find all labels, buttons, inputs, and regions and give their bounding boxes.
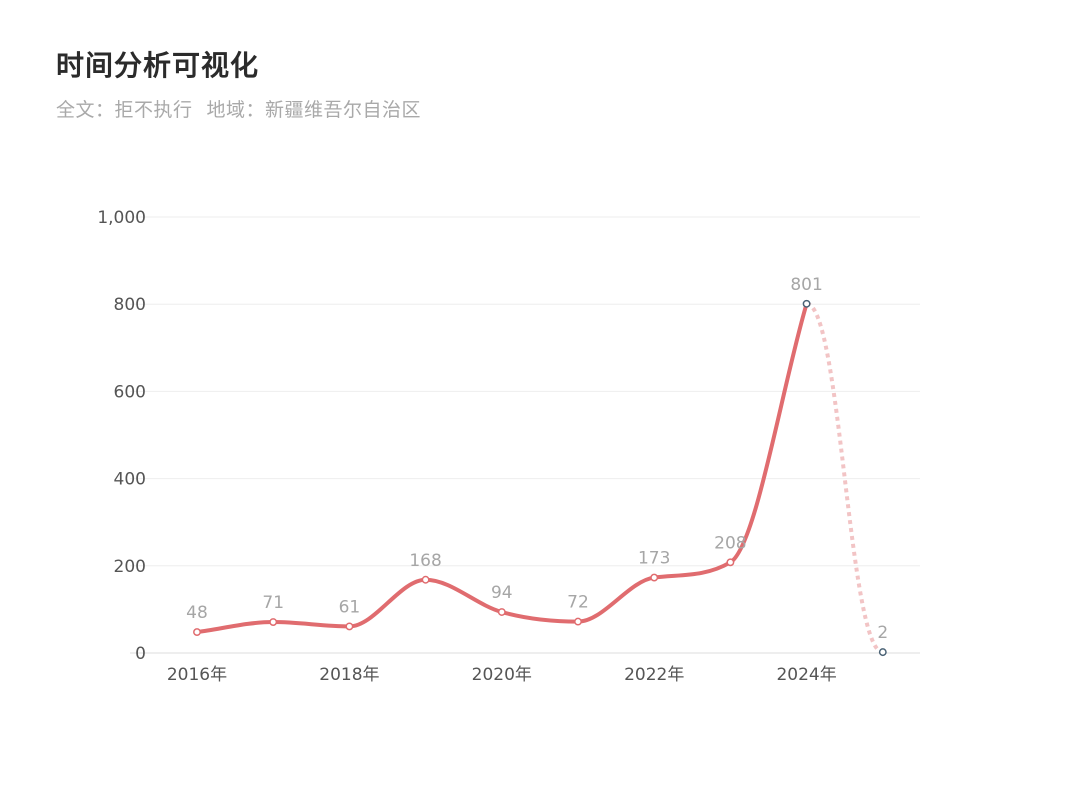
data-label: 801 bbox=[790, 275, 822, 295]
data-label: 71 bbox=[262, 593, 284, 613]
data-label: 72 bbox=[567, 593, 589, 613]
data-label: 48 bbox=[186, 603, 208, 623]
y-tick-label: 400 bbox=[114, 470, 146, 490]
data-label: 94 bbox=[491, 583, 513, 603]
x-tick-label: 2022年 bbox=[624, 665, 684, 685]
y-tick-label: 800 bbox=[114, 295, 146, 315]
data-labels: 48 71 61 168 94 72 173 208 801 2 bbox=[186, 275, 888, 643]
data-label: 2 bbox=[877, 623, 888, 643]
filter-fulltext: 全文：拒不执行 bbox=[56, 99, 193, 121]
data-point[interactable] bbox=[650, 573, 659, 582]
y-tick-label: 200 bbox=[114, 557, 146, 577]
data-points bbox=[193, 299, 887, 657]
filter-region: 地域：新疆维吾尔自治区 bbox=[206, 99, 422, 121]
y-tick-label: 600 bbox=[114, 382, 146, 402]
data-label: 173 bbox=[638, 549, 670, 569]
x-tick-label: 2024年 bbox=[776, 665, 836, 685]
x-tick-label: 2018年 bbox=[319, 665, 379, 685]
y-tick-label: 1,000 bbox=[97, 208, 146, 228]
data-label: 208 bbox=[714, 533, 746, 553]
series-line-dashed bbox=[805, 301, 884, 655]
page-title: 时间分析可视化 bbox=[56, 49, 260, 82]
series-line-solid bbox=[195, 301, 809, 635]
series-line bbox=[195, 301, 884, 655]
y-tick-label: 0 bbox=[135, 644, 146, 664]
page-subtitle: 全文：拒不执行 地域：新疆维吾尔自治区 bbox=[56, 95, 421, 122]
data-label: 61 bbox=[339, 597, 361, 617]
x-tick-label: 2020年 bbox=[472, 665, 532, 685]
data-point[interactable] bbox=[497, 608, 506, 616]
data-point[interactable] bbox=[269, 618, 278, 626]
x-axis-ticks: 2016年 2018年 2020年 2022年 2024年 bbox=[167, 665, 837, 685]
grid-lines bbox=[130, 216, 920, 654]
data-point[interactable] bbox=[802, 299, 811, 308]
x-tick-label: 2016年 bbox=[167, 665, 227, 685]
data-point[interactable] bbox=[345, 622, 354, 631]
data-label: 168 bbox=[409, 551, 441, 571]
data-point[interactable] bbox=[421, 575, 430, 584]
data-point[interactable] bbox=[878, 648, 887, 657]
data-point[interactable] bbox=[193, 628, 201, 637]
data-point[interactable] bbox=[574, 617, 582, 626]
data-point[interactable] bbox=[726, 558, 735, 567]
y-axis-ticks: 0 200 400 600 800 1,000 bbox=[97, 208, 146, 664]
